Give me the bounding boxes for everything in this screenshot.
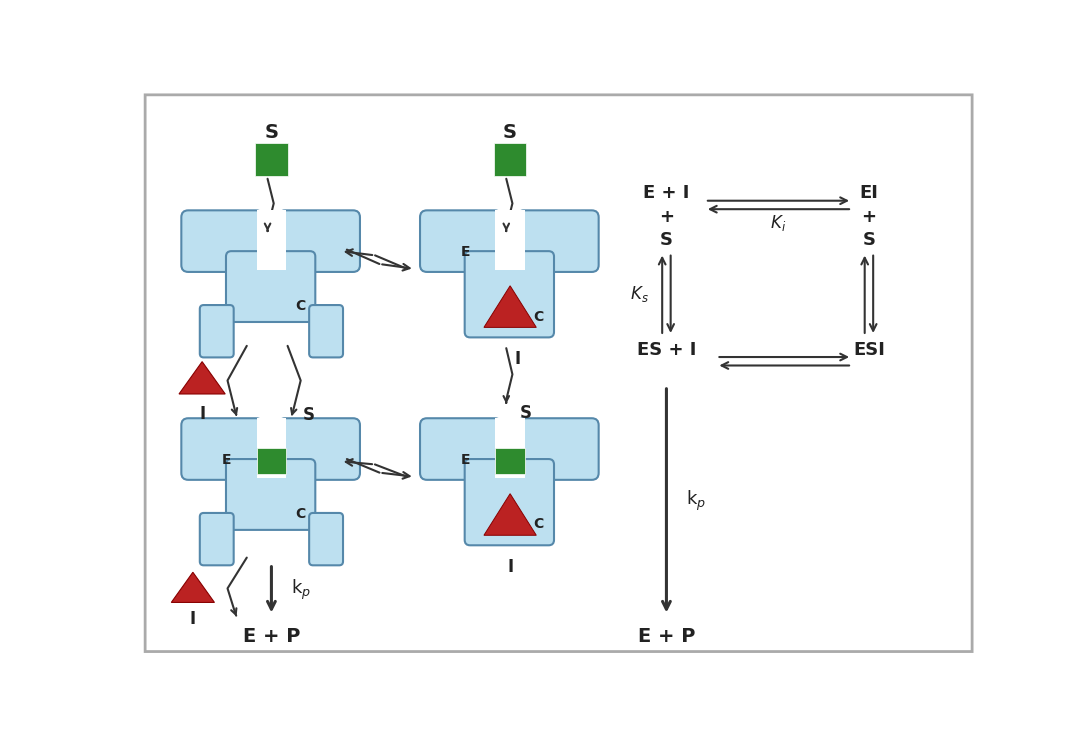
- Text: K$_i$: K$_i$: [771, 214, 787, 234]
- Polygon shape: [171, 572, 215, 602]
- Bar: [257, 211, 286, 270]
- FancyBboxPatch shape: [310, 305, 343, 358]
- Text: C: C: [533, 310, 544, 324]
- Text: S: S: [302, 406, 314, 424]
- Text: k$_p$: k$_p$: [291, 577, 311, 602]
- Text: k$_p$: k$_p$: [686, 488, 705, 513]
- FancyBboxPatch shape: [517, 418, 598, 480]
- FancyBboxPatch shape: [464, 459, 554, 545]
- FancyBboxPatch shape: [420, 211, 501, 272]
- Text: E + P: E + P: [243, 627, 300, 646]
- Bar: [257, 418, 286, 478]
- Bar: [255, 143, 288, 176]
- Text: S: S: [265, 123, 278, 142]
- Text: S: S: [659, 231, 673, 249]
- Text: I: I: [199, 405, 205, 423]
- Text: C: C: [294, 507, 305, 521]
- Text: C: C: [294, 299, 305, 313]
- Text: EI: EI: [860, 183, 879, 202]
- FancyBboxPatch shape: [517, 211, 598, 272]
- FancyBboxPatch shape: [464, 251, 554, 338]
- Text: I: I: [507, 558, 513, 576]
- Text: K$_s$: K$_s$: [630, 285, 649, 304]
- FancyBboxPatch shape: [310, 513, 343, 565]
- FancyBboxPatch shape: [420, 418, 501, 480]
- Text: ES + I: ES + I: [637, 341, 697, 358]
- Text: S: S: [504, 123, 517, 142]
- Text: ESI: ESI: [853, 341, 885, 358]
- Text: +: +: [659, 208, 674, 226]
- FancyBboxPatch shape: [181, 211, 263, 272]
- FancyBboxPatch shape: [199, 513, 233, 565]
- Bar: [496, 418, 524, 478]
- Text: S: S: [520, 403, 532, 422]
- FancyBboxPatch shape: [278, 418, 360, 480]
- Text: S: S: [862, 231, 875, 249]
- Text: E: E: [222, 453, 231, 467]
- Bar: [496, 449, 524, 474]
- Polygon shape: [484, 494, 536, 535]
- Text: E: E: [461, 453, 470, 467]
- Text: +: +: [861, 208, 876, 226]
- Text: E + P: E + P: [638, 627, 695, 646]
- Polygon shape: [179, 361, 226, 394]
- Bar: [496, 211, 524, 270]
- Text: C: C: [533, 517, 544, 531]
- FancyBboxPatch shape: [199, 305, 233, 358]
- Text: I: I: [514, 350, 521, 368]
- Text: E: E: [461, 245, 470, 259]
- Bar: [494, 143, 526, 176]
- FancyBboxPatch shape: [181, 418, 263, 480]
- Bar: [257, 449, 286, 474]
- FancyBboxPatch shape: [278, 211, 360, 272]
- FancyBboxPatch shape: [226, 459, 315, 530]
- Text: I: I: [190, 610, 196, 628]
- FancyBboxPatch shape: [226, 251, 315, 322]
- Text: E + I: E + I: [643, 183, 690, 202]
- Polygon shape: [484, 286, 536, 327]
